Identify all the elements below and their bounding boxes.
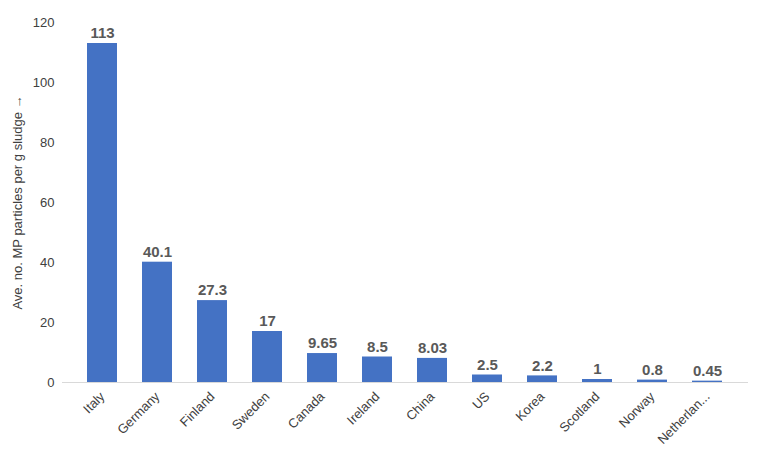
svg-text:40: 40: [40, 255, 54, 270]
svg-text:8.03: 8.03: [418, 339, 447, 356]
svg-text:0.45: 0.45: [693, 362, 722, 379]
svg-text:60: 60: [40, 195, 54, 210]
svg-text:China: China: [403, 388, 438, 423]
svg-text:0.8: 0.8: [642, 361, 663, 378]
svg-text:Norway: Norway: [616, 388, 658, 430]
svg-text:100: 100: [33, 75, 55, 90]
svg-text:113: 113: [90, 24, 114, 41]
svg-text:40.1: 40.1: [143, 243, 172, 260]
svg-text:Scotland: Scotland: [556, 389, 602, 435]
svg-text:Germany: Germany: [114, 388, 163, 437]
svg-text:Ireland: Ireland: [344, 389, 383, 428]
svg-text:Sweden: Sweden: [229, 389, 273, 433]
svg-text:80: 80: [40, 135, 54, 150]
svg-text:20: 20: [40, 315, 54, 330]
svg-text:2.5: 2.5: [477, 356, 498, 373]
svg-text:US: US: [469, 389, 493, 413]
svg-text:Ave. no. MP particles per g sl: Ave. no. MP particles per g sludge →: [10, 95, 25, 309]
svg-text:8.5: 8.5: [367, 338, 388, 355]
svg-text:120: 120: [33, 15, 55, 30]
svg-text:17: 17: [259, 312, 276, 329]
svg-text:1: 1: [593, 360, 601, 377]
svg-text:Canada: Canada: [285, 388, 328, 431]
svg-text:27.3: 27.3: [198, 281, 227, 298]
svg-text:0: 0: [47, 375, 54, 390]
svg-text:Finland: Finland: [177, 389, 218, 430]
svg-text:2.2: 2.2: [532, 357, 553, 374]
svg-text:Netherlan...: Netherlan...: [654, 389, 712, 447]
svg-text:Korea: Korea: [512, 388, 548, 424]
svg-text:9.65: 9.65: [308, 334, 337, 351]
svg-text:Italy: Italy: [80, 388, 108, 416]
